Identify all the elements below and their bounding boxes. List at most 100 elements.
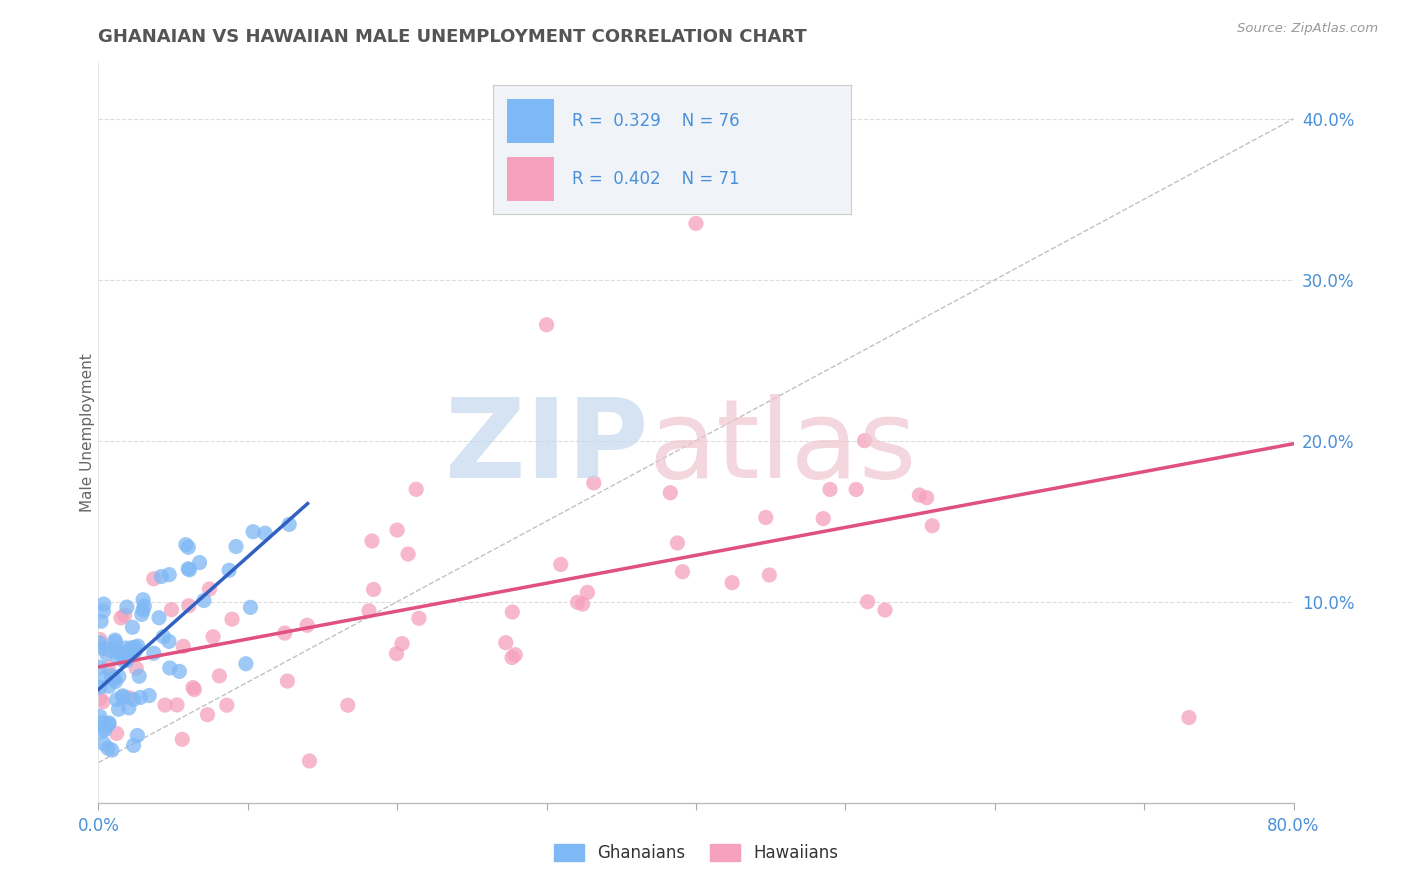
Point bbox=[118, 701, 141, 715]
Point bbox=[221, 612, 243, 626]
Point bbox=[128, 669, 150, 683]
Point bbox=[239, 600, 262, 615]
Point bbox=[215, 698, 238, 713]
Point bbox=[105, 692, 128, 706]
Point bbox=[89, 632, 111, 647]
Point bbox=[100, 668, 122, 682]
Point bbox=[90, 614, 112, 628]
Point bbox=[97, 660, 120, 674]
Text: GHANAIAN VS HAWAIIAN MALE UNEMPLOYMENT CORRELATION CHART: GHANAIAN VS HAWAIIAN MALE UNEMPLOYMENT C… bbox=[98, 28, 807, 45]
Point bbox=[576, 585, 599, 599]
Point bbox=[98, 643, 121, 657]
Point bbox=[908, 488, 931, 502]
Point bbox=[104, 635, 127, 649]
Point bbox=[107, 669, 129, 683]
Point bbox=[501, 650, 523, 665]
Point bbox=[501, 605, 523, 619]
Point bbox=[115, 644, 138, 658]
Point bbox=[132, 592, 155, 607]
Y-axis label: Male Unemployment: Male Unemployment bbox=[80, 353, 94, 512]
Point bbox=[357, 604, 380, 618]
Point bbox=[105, 726, 128, 740]
Point bbox=[172, 732, 194, 747]
Point bbox=[208, 669, 231, 683]
Text: Source: ZipAtlas.com: Source: ZipAtlas.com bbox=[1237, 22, 1378, 36]
Point bbox=[202, 630, 225, 644]
Point bbox=[110, 611, 132, 625]
Point bbox=[298, 754, 321, 768]
Point bbox=[111, 690, 134, 704]
Point bbox=[124, 640, 146, 655]
Point bbox=[121, 640, 143, 655]
Point bbox=[361, 534, 384, 549]
Point bbox=[550, 558, 572, 572]
Point bbox=[845, 483, 868, 497]
Point bbox=[169, 665, 191, 679]
Point bbox=[89, 680, 111, 694]
Point bbox=[112, 654, 135, 668]
Point bbox=[242, 524, 264, 539]
Point bbox=[567, 595, 589, 609]
Point bbox=[755, 510, 778, 524]
Point bbox=[93, 672, 115, 686]
Point bbox=[856, 595, 879, 609]
Point bbox=[101, 743, 124, 757]
Point bbox=[179, 563, 201, 577]
Point bbox=[408, 611, 430, 625]
Point bbox=[174, 538, 197, 552]
Point bbox=[115, 653, 138, 667]
Point bbox=[129, 690, 152, 705]
Point bbox=[150, 569, 173, 583]
Point bbox=[152, 630, 174, 644]
Point bbox=[104, 674, 127, 689]
Point bbox=[396, 547, 419, 561]
Point bbox=[91, 715, 114, 730]
Point bbox=[118, 690, 141, 705]
Point bbox=[193, 593, 215, 607]
Point bbox=[503, 648, 526, 662]
Text: atlas: atlas bbox=[648, 394, 917, 501]
Point bbox=[89, 691, 111, 706]
Point bbox=[148, 611, 170, 625]
Point bbox=[111, 689, 134, 703]
Point bbox=[89, 636, 111, 650]
Point bbox=[105, 649, 128, 664]
Point bbox=[177, 562, 200, 576]
Point bbox=[97, 679, 120, 693]
Point bbox=[160, 602, 183, 616]
Point bbox=[183, 682, 205, 697]
Point bbox=[91, 695, 114, 709]
Point bbox=[93, 604, 115, 618]
Point bbox=[93, 737, 115, 751]
Point bbox=[153, 698, 176, 712]
Point bbox=[89, 709, 111, 723]
Point bbox=[235, 657, 257, 671]
Point bbox=[122, 692, 145, 706]
Point bbox=[127, 639, 149, 653]
Point bbox=[132, 603, 155, 617]
Point bbox=[104, 633, 127, 648]
Point bbox=[405, 483, 427, 497]
Point bbox=[915, 491, 938, 505]
Point bbox=[225, 540, 247, 554]
Point bbox=[921, 518, 943, 533]
Point bbox=[1178, 710, 1201, 724]
Point bbox=[94, 723, 117, 737]
Point bbox=[181, 681, 204, 695]
Point bbox=[124, 644, 146, 658]
Point bbox=[103, 672, 125, 686]
Point bbox=[813, 511, 835, 525]
Point bbox=[218, 563, 240, 577]
Point bbox=[385, 647, 408, 661]
Point bbox=[138, 689, 160, 703]
Point bbox=[157, 567, 180, 582]
Point bbox=[495, 636, 517, 650]
Point bbox=[385, 523, 408, 537]
Point bbox=[114, 641, 136, 656]
Point bbox=[873, 603, 896, 617]
Point bbox=[295, 618, 318, 632]
Point bbox=[134, 599, 156, 613]
Point bbox=[363, 582, 385, 597]
Point bbox=[659, 485, 682, 500]
Point bbox=[254, 526, 277, 541]
